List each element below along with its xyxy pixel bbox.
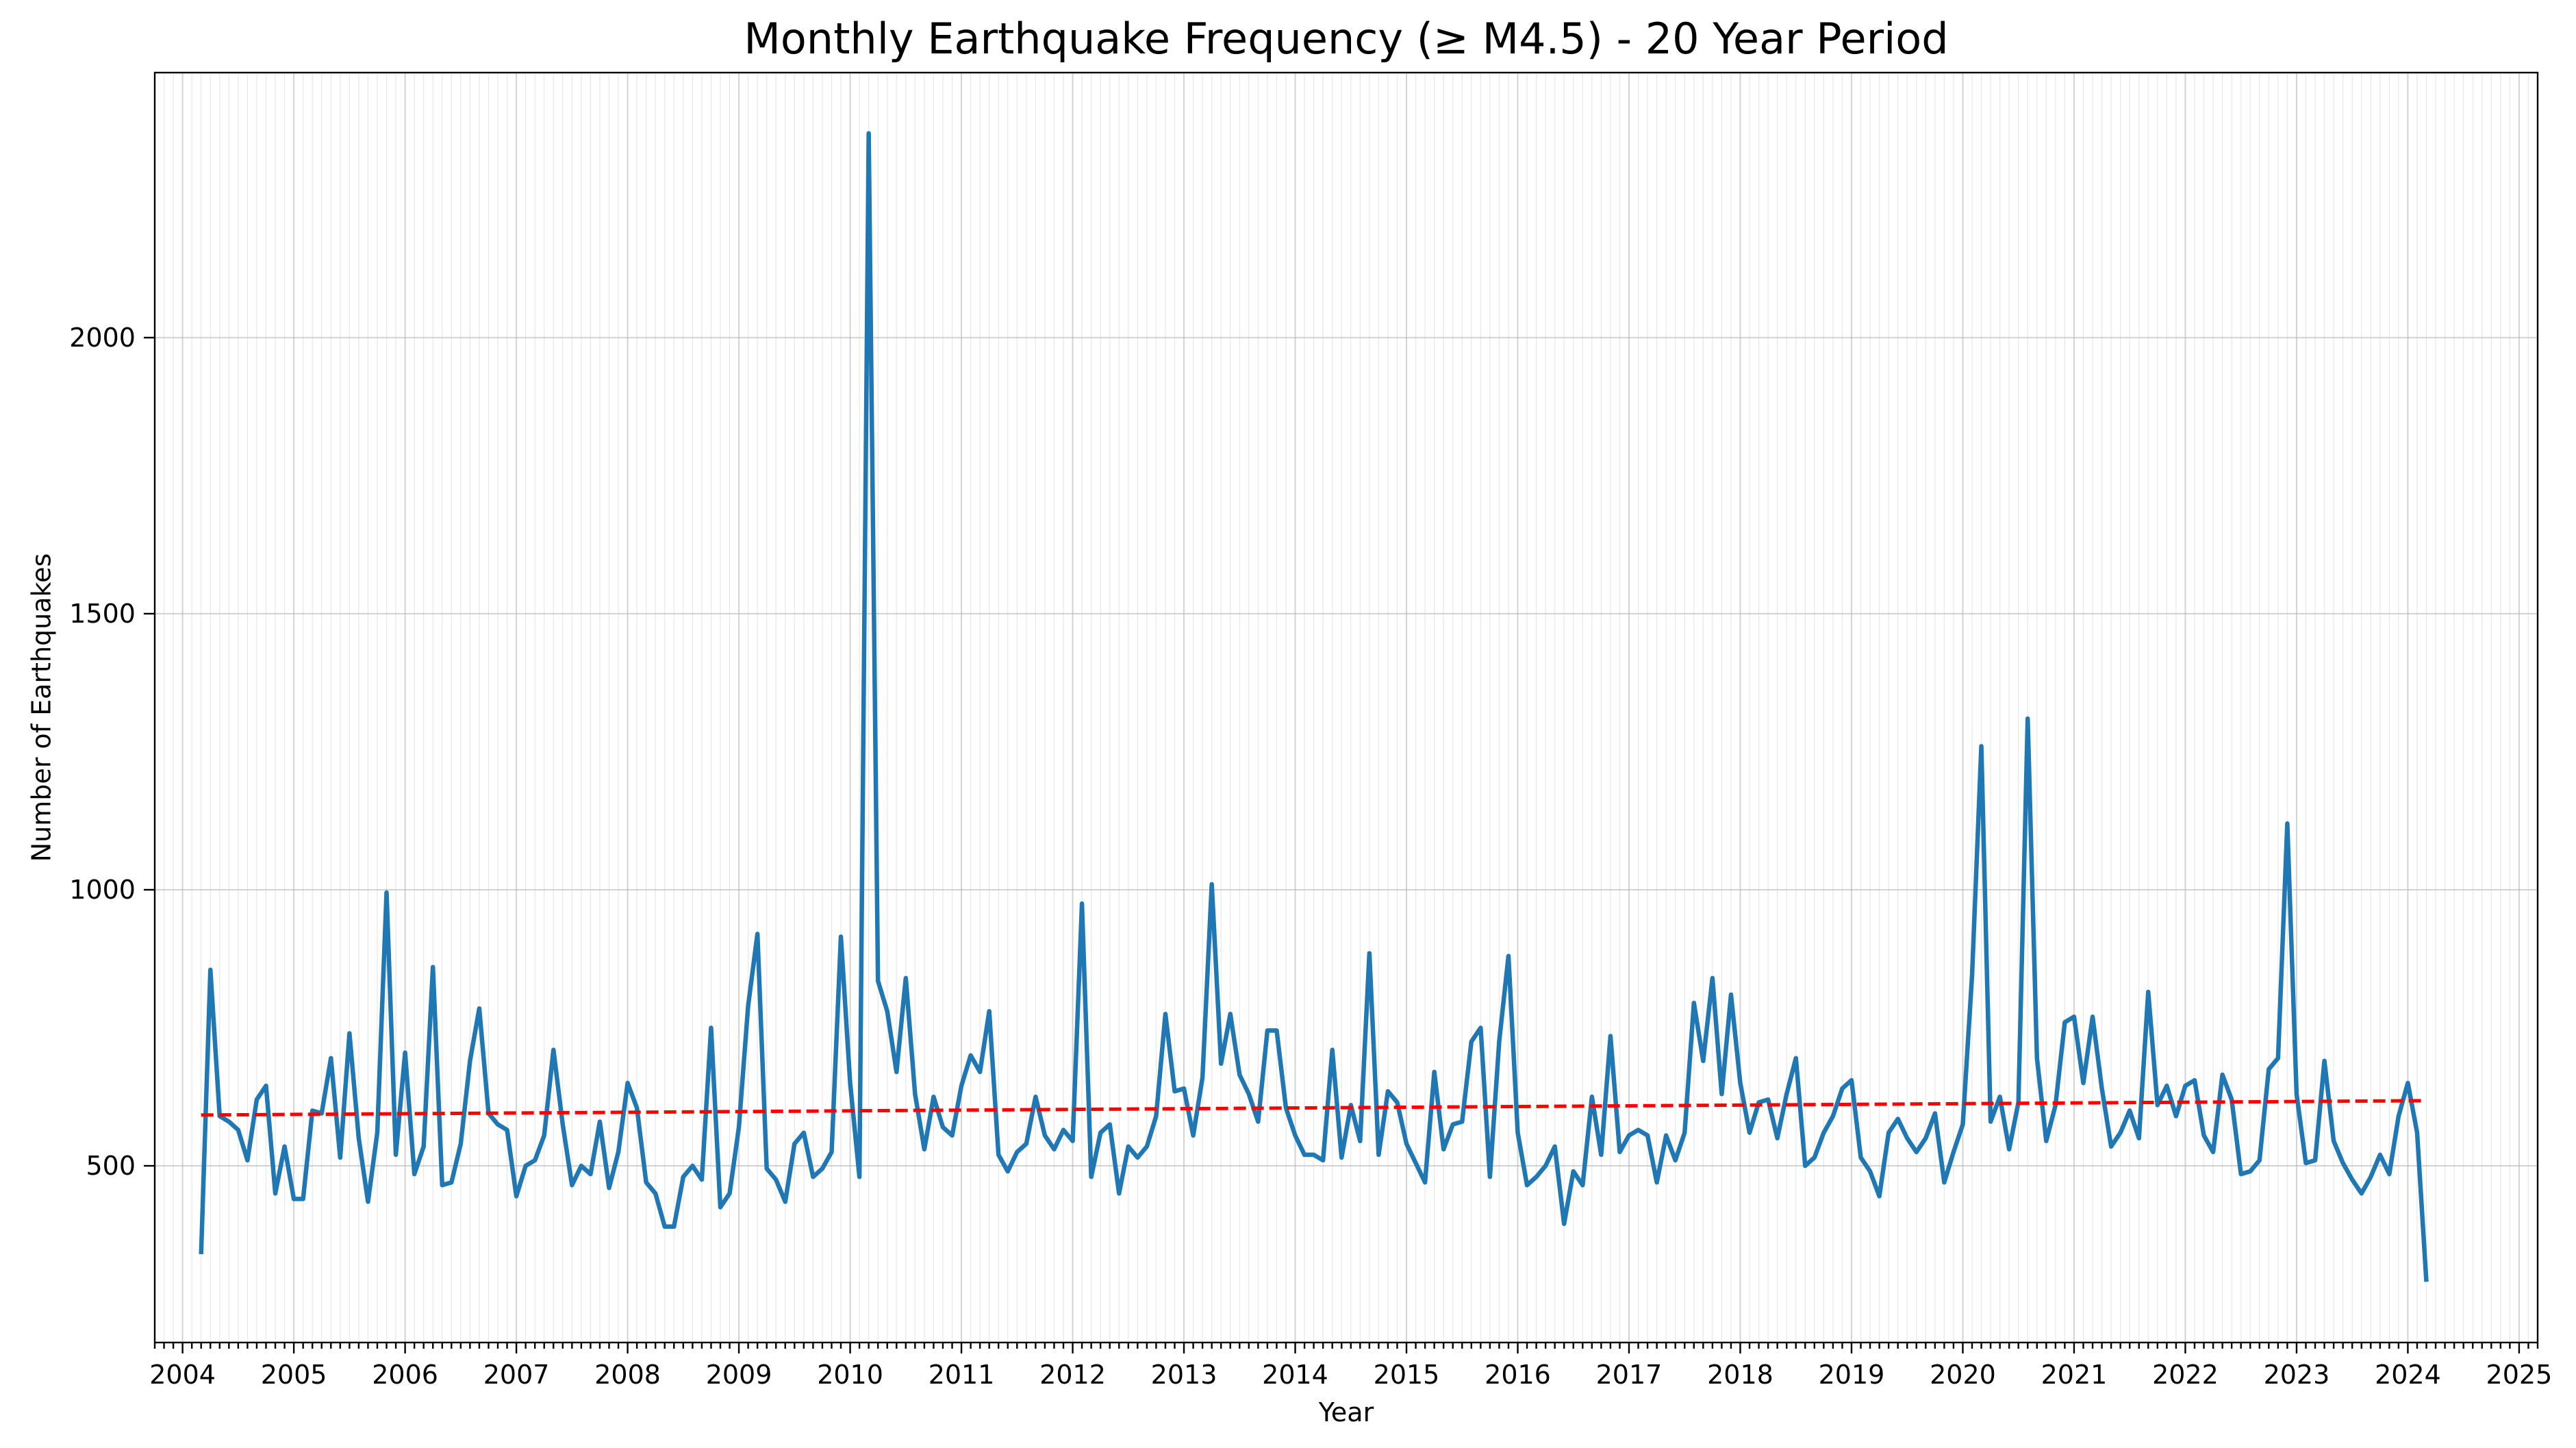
x-tick-label: 2020 xyxy=(1930,1360,1996,1390)
x-tick-label: 2015 xyxy=(1374,1360,1440,1390)
x-tick-label: 2018 xyxy=(1707,1360,1773,1390)
x-tick-label: 2012 xyxy=(1039,1360,1106,1390)
x-tick-label: 2017 xyxy=(1596,1360,1663,1390)
x-axis-ticks: 2004 2005 2006 2007 2008 2009 2010 2011 2012 2013… xyxy=(149,1343,2552,1390)
x-tick-label: 2011 xyxy=(929,1360,995,1390)
x-tick-label: 2019 xyxy=(1819,1360,1885,1390)
x-tick-label: 2021 xyxy=(2041,1360,2108,1390)
chart-title: Monthly Earthquake Frequency (≥ M4.5) - … xyxy=(744,14,1948,64)
y-tick-label: 2000 xyxy=(69,323,136,353)
plot-frame xyxy=(153,71,2539,1344)
x-tick-label: 2008 xyxy=(594,1360,661,1390)
trend-line xyxy=(201,1099,2427,1117)
x-tick-label: 2024 xyxy=(2375,1360,2441,1390)
x-tick-label: 2004 xyxy=(149,1360,216,1390)
y-tick-label: 1000 xyxy=(69,875,136,905)
y-axis-label: Number of Earthquakes xyxy=(26,553,56,862)
x-tick-label: 2009 xyxy=(706,1360,772,1390)
x-tick-label: 2022 xyxy=(2152,1360,2219,1390)
x-axis-label: Year xyxy=(1318,1397,1374,1427)
y-tick-label: 1500 xyxy=(69,599,136,629)
x-tick-label: 2014 xyxy=(1262,1360,1328,1390)
x-tick-label: 2025 xyxy=(2486,1360,2553,1390)
x-tick-label: 2005 xyxy=(261,1360,327,1390)
x-tick-label: 2016 xyxy=(1485,1360,1551,1390)
x-tick-label: 2013 xyxy=(1151,1360,1217,1390)
series-layer xyxy=(199,131,2429,1282)
y-tick-label: 500 xyxy=(86,1151,136,1181)
x-tick-label: 2010 xyxy=(817,1360,883,1390)
x-tick-label: 2006 xyxy=(372,1360,438,1390)
x-tick-label: 2023 xyxy=(2264,1360,2330,1390)
x-tick-label: 2007 xyxy=(483,1360,550,1390)
minor-gridlines xyxy=(154,73,2538,1343)
earthquake-count-line xyxy=(199,131,2429,1282)
y-axis-ticks: 500 1000 1500 2000 xyxy=(69,323,155,1181)
